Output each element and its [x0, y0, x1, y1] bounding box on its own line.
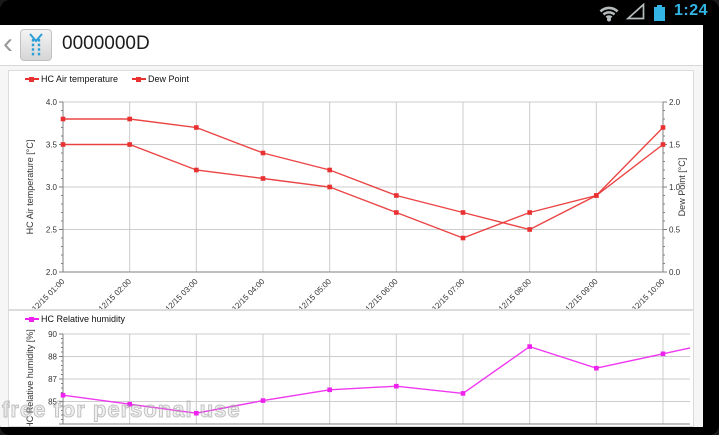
legend-item: Dew Point — [132, 74, 189, 84]
page-title: 0000000D — [62, 33, 150, 54]
x-tick-label: 12/15 09:00 — [563, 277, 600, 309]
axis-title: Dew Point [°C] — [677, 158, 687, 217]
series-marker-icon — [25, 315, 39, 324]
y-tick-label: 2.5 — [46, 226, 58, 235]
x-tick-label: 12/15 03:00 — [163, 277, 200, 309]
x-tick-label: 12/15 07:00 — [430, 277, 467, 309]
legend-label: HC Air temperature — [41, 74, 119, 84]
y-tick-label: 0.5 — [669, 226, 681, 235]
axis-title: HC Relative humidity [%] — [25, 329, 35, 426]
chart1-legend: HC Air temperature Dew Point — [25, 74, 189, 84]
legend-label: Dew Point — [148, 74, 190, 84]
y-tick-label: 1.0 — [669, 183, 681, 192]
back-button[interactable]: ‹ — [3, 27, 13, 60]
x-tick-label: 12/15 10:00 — [630, 277, 667, 309]
wifi-icon — [599, 6, 619, 22]
x-tick-label: 12/15 05:00 — [297, 277, 334, 309]
x-tick-label: 12/15 04:00 — [230, 277, 267, 309]
y-tick-label: 0.0 — [669, 268, 681, 277]
x-tick-label: 12/15 01:00 — [30, 277, 67, 309]
x-tick-label: 12/15 06:00 — [363, 277, 400, 309]
y-tick-label: 4.0 — [46, 98, 58, 107]
clock: 1:24 — [674, 2, 709, 19]
y-tick-label: 87 — [48, 375, 57, 384]
action-bar: ‹ 0000000D — [0, 25, 703, 66]
x-tick-label: 12/15 08:00 — [497, 277, 534, 309]
y-tick-label: 88 — [48, 353, 57, 362]
temperature-dewpoint-chart: 4.0 3.5 3.0 2.5 2.0 2.0 1.5 1.0 0.5 0.0 HC Air tem… — [25, 98, 687, 309]
temperature-chart-panel: HC Air temperature Dew Point 4.0 3.5 3.0 2.… — [8, 70, 694, 310]
chart2-legend: HC Relative humidity — [25, 314, 125, 324]
app-screen: ‹ 0000000D HC Air temperature — [0, 25, 703, 427]
legend-item: HC Air temperature — [25, 74, 118, 84]
battery-icon — [654, 5, 665, 21]
status-bar: 1:24 — [0, 0, 719, 25]
humidity-chart: 90 88 87 85 HC Relative humidity [%] — [25, 329, 691, 426]
series-marker-icon — [132, 75, 147, 84]
y-tick-label: 3.5 — [46, 141, 58, 150]
legend-label: HC Relative humidity — [41, 314, 126, 324]
axis-title: HC Air temperature [°C] — [25, 140, 35, 235]
app-icon[interactable] — [20, 29, 52, 61]
x-tick-label: 12/15 02:00 — [97, 277, 134, 309]
y-tick-label: 3.0 — [46, 183, 58, 192]
y-tick-label: 1.5 — [669, 141, 681, 150]
series-marker-icon — [25, 75, 39, 84]
y-tick-label: 2.0 — [669, 98, 681, 107]
signal-strength-icon — [626, 3, 645, 20]
y-tick-label: 90 — [48, 330, 57, 339]
y-tick-label: 85 — [48, 398, 57, 407]
humidity-chart-panel: HC Relative humidity 90 88 87 85 HC Relative… — [8, 310, 694, 427]
legend-item: HC Relative humidity — [25, 314, 125, 324]
y-tick-label: 2.0 — [46, 268, 58, 277]
